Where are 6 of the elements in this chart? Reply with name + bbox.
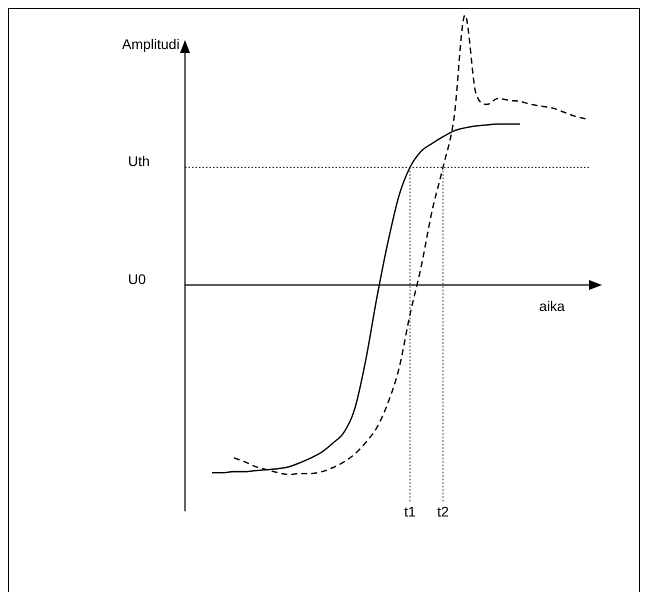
y-axis-title: Amplitudi <box>122 36 180 52</box>
ref-line-label: Uth <box>128 153 150 170</box>
x-tick-label: t1 <box>404 503 416 520</box>
x-tick-label: t2 <box>437 503 450 520</box>
x-axis-title: aika <box>539 298 566 314</box>
ref-line-label: U0 <box>128 270 146 287</box>
